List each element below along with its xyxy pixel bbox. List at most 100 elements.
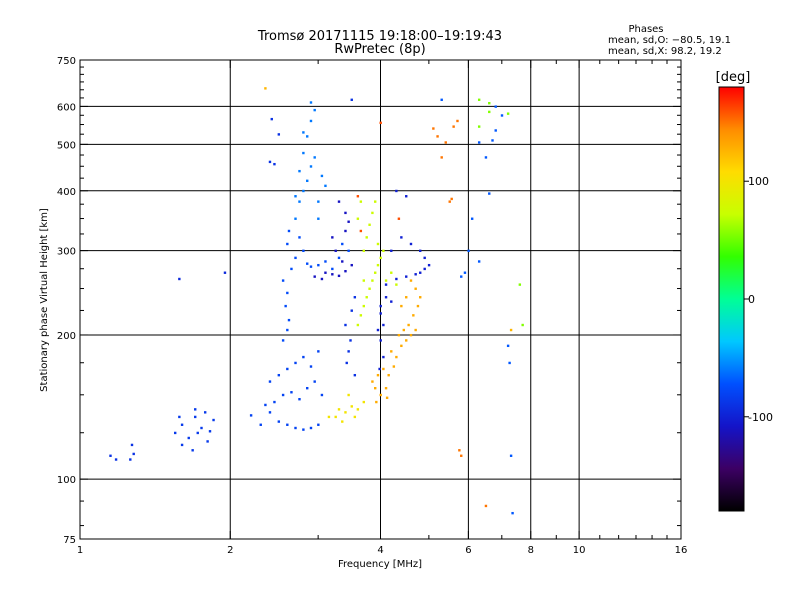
data-point bbox=[414, 328, 417, 332]
data-point bbox=[432, 127, 435, 130]
data-point bbox=[298, 236, 301, 239]
colorbar bbox=[718, 86, 745, 512]
data-point bbox=[309, 119, 313, 123]
y-tick-label: 500 bbox=[57, 140, 76, 151]
data-point bbox=[379, 393, 382, 397]
y-tick-label: 600 bbox=[57, 102, 76, 113]
data-point bbox=[452, 125, 455, 128]
data-point bbox=[488, 192, 491, 195]
x-tick-label: 6 bbox=[465, 545, 471, 556]
data-point bbox=[268, 380, 272, 383]
data-point bbox=[114, 458, 118, 461]
colorbar-tick-label: 0 bbox=[748, 293, 755, 306]
data-point bbox=[365, 296, 368, 299]
data-point bbox=[294, 195, 297, 198]
data-point bbox=[390, 249, 393, 253]
data-point bbox=[324, 271, 327, 274]
data-point bbox=[405, 339, 408, 342]
data-point bbox=[440, 156, 443, 159]
phases-heading: Phases bbox=[628, 24, 663, 35]
data-point bbox=[306, 386, 309, 390]
data-point bbox=[395, 355, 398, 359]
data-point bbox=[286, 423, 289, 426]
data-point bbox=[390, 300, 393, 303]
x-tick-label: 4 bbox=[377, 545, 383, 556]
data-point bbox=[379, 121, 382, 125]
data-point bbox=[508, 361, 511, 365]
data-point bbox=[347, 393, 350, 397]
data-point bbox=[331, 267, 334, 271]
data-point bbox=[456, 119, 459, 123]
data-point bbox=[337, 200, 341, 203]
data-point bbox=[436, 135, 439, 138]
data-point bbox=[362, 249, 366, 253]
grid bbox=[80, 60, 681, 539]
data-point bbox=[450, 197, 453, 201]
data-point bbox=[337, 408, 341, 411]
data-point bbox=[444, 141, 447, 144]
data-point bbox=[178, 415, 181, 419]
data-point bbox=[397, 217, 401, 220]
data-point bbox=[203, 411, 207, 414]
data-point bbox=[212, 418, 215, 422]
y-tick-label: 200 bbox=[57, 331, 76, 342]
data-point bbox=[460, 454, 463, 457]
data-point bbox=[341, 242, 344, 246]
data-point bbox=[395, 277, 398, 281]
data-point bbox=[488, 101, 491, 105]
y-axis-label: Stationary phase Virtual Height [km] bbox=[39, 208, 50, 392]
data-point bbox=[356, 195, 360, 198]
data-point bbox=[477, 141, 481, 144]
data-point bbox=[317, 423, 320, 426]
data-point bbox=[384, 386, 388, 390]
y-tick-label: 75 bbox=[63, 535, 76, 546]
data-point bbox=[268, 160, 272, 164]
data-point bbox=[400, 304, 403, 308]
data-point bbox=[317, 263, 320, 267]
data-point bbox=[264, 87, 267, 90]
data-point bbox=[294, 217, 297, 220]
data-point bbox=[191, 449, 194, 452]
data-point bbox=[259, 423, 262, 426]
data-point bbox=[362, 279, 366, 282]
data-point bbox=[376, 263, 380, 267]
data-point bbox=[407, 323, 410, 327]
data-point bbox=[281, 279, 285, 282]
data-point bbox=[395, 189, 398, 193]
data-point bbox=[313, 156, 316, 159]
colorbar-label: [deg] bbox=[716, 70, 751, 85]
data-point bbox=[423, 256, 426, 260]
data-point bbox=[309, 101, 313, 104]
data-point bbox=[287, 229, 291, 233]
data-point bbox=[320, 174, 324, 178]
data-point bbox=[302, 249, 305, 253]
data-point bbox=[378, 367, 381, 371]
data-point bbox=[349, 339, 352, 342]
data-point bbox=[286, 242, 289, 246]
data-point bbox=[379, 256, 382, 260]
data-point bbox=[270, 117, 273, 121]
data-point bbox=[382, 355, 385, 359]
data-point bbox=[327, 415, 331, 419]
data-point bbox=[365, 236, 368, 239]
chart-subtitle: RwPretec (8p) bbox=[334, 42, 425, 57]
data-point bbox=[317, 350, 320, 353]
data-point bbox=[405, 275, 408, 278]
data-point bbox=[412, 314, 415, 317]
data-point bbox=[334, 249, 337, 253]
data-point bbox=[356, 217, 360, 220]
x-tick-label: 10 bbox=[573, 545, 586, 556]
data-point bbox=[368, 223, 371, 226]
data-point bbox=[302, 189, 305, 193]
x-tick-label: 16 bbox=[675, 545, 688, 556]
data-point bbox=[409, 242, 413, 246]
data-point bbox=[306, 179, 309, 183]
data-point bbox=[460, 275, 463, 278]
data-point bbox=[419, 296, 422, 299]
data-point bbox=[298, 200, 301, 203]
data-point bbox=[302, 355, 305, 359]
data-point bbox=[409, 333, 413, 337]
data-point bbox=[368, 287, 371, 290]
data-point bbox=[470, 217, 474, 220]
